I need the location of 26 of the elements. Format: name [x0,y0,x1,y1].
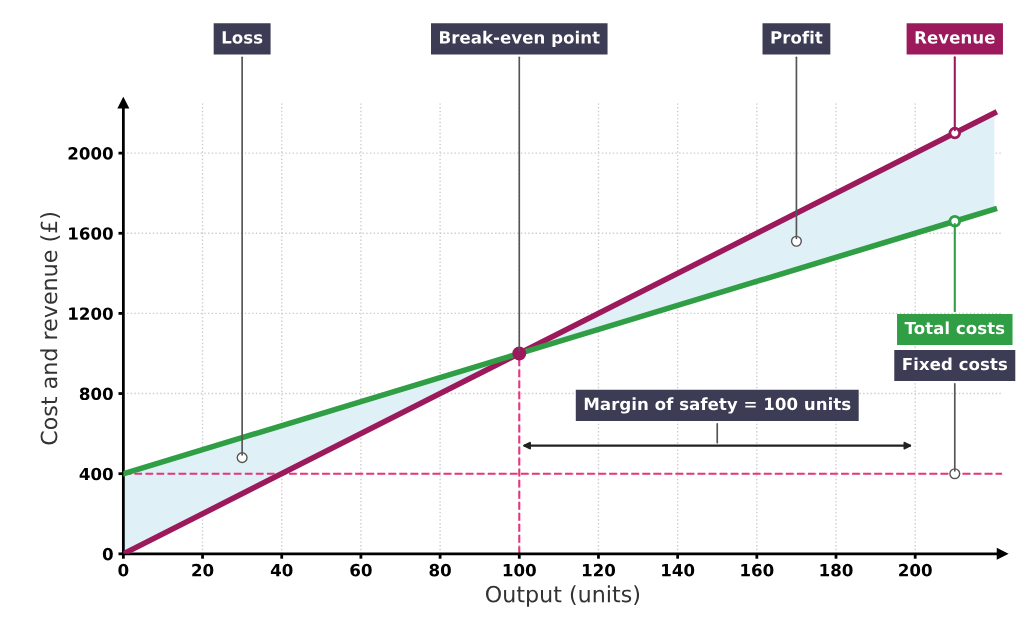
x-axis-title: Output (units) [485,585,640,607]
annotation: Break-even point [440,30,600,47]
x-tick-label: 80 [429,563,451,577]
y-axis-title: Cost and revenue (£) [40,212,61,445]
annotation: Loss [222,31,263,44]
x-tick-label: 0 [118,563,129,577]
x-tick-label: 100 [503,563,536,577]
ref-line-label: Fixed costs [903,357,1008,371]
annotation: Profit [771,30,823,44]
text: Total costs [904,321,1005,335]
x-tick-label: 140 [662,563,695,577]
x-tick-label: 20 [192,563,214,577]
x-tick-label: 120 [582,563,616,577]
x-tick-label: 180 [820,563,853,577]
y-tick-label: 800 [79,387,113,401]
x-tick-label: 60 [350,563,372,577]
annotation: Margin of safety = 100 units [584,397,851,414]
y-tick-label: 400 [79,467,113,481]
y-tick-label: 1200 [69,307,113,320]
y-tick-label: 2000 [68,147,113,160]
x-tick-label: 40 [270,563,293,577]
y-tick-label: 1600 [69,227,113,240]
x-tick-label: 160 [741,563,774,577]
text: Revenue [915,31,995,44]
x-tick-label: 200 [899,563,932,577]
y-tick-label: 0 [102,547,113,561]
